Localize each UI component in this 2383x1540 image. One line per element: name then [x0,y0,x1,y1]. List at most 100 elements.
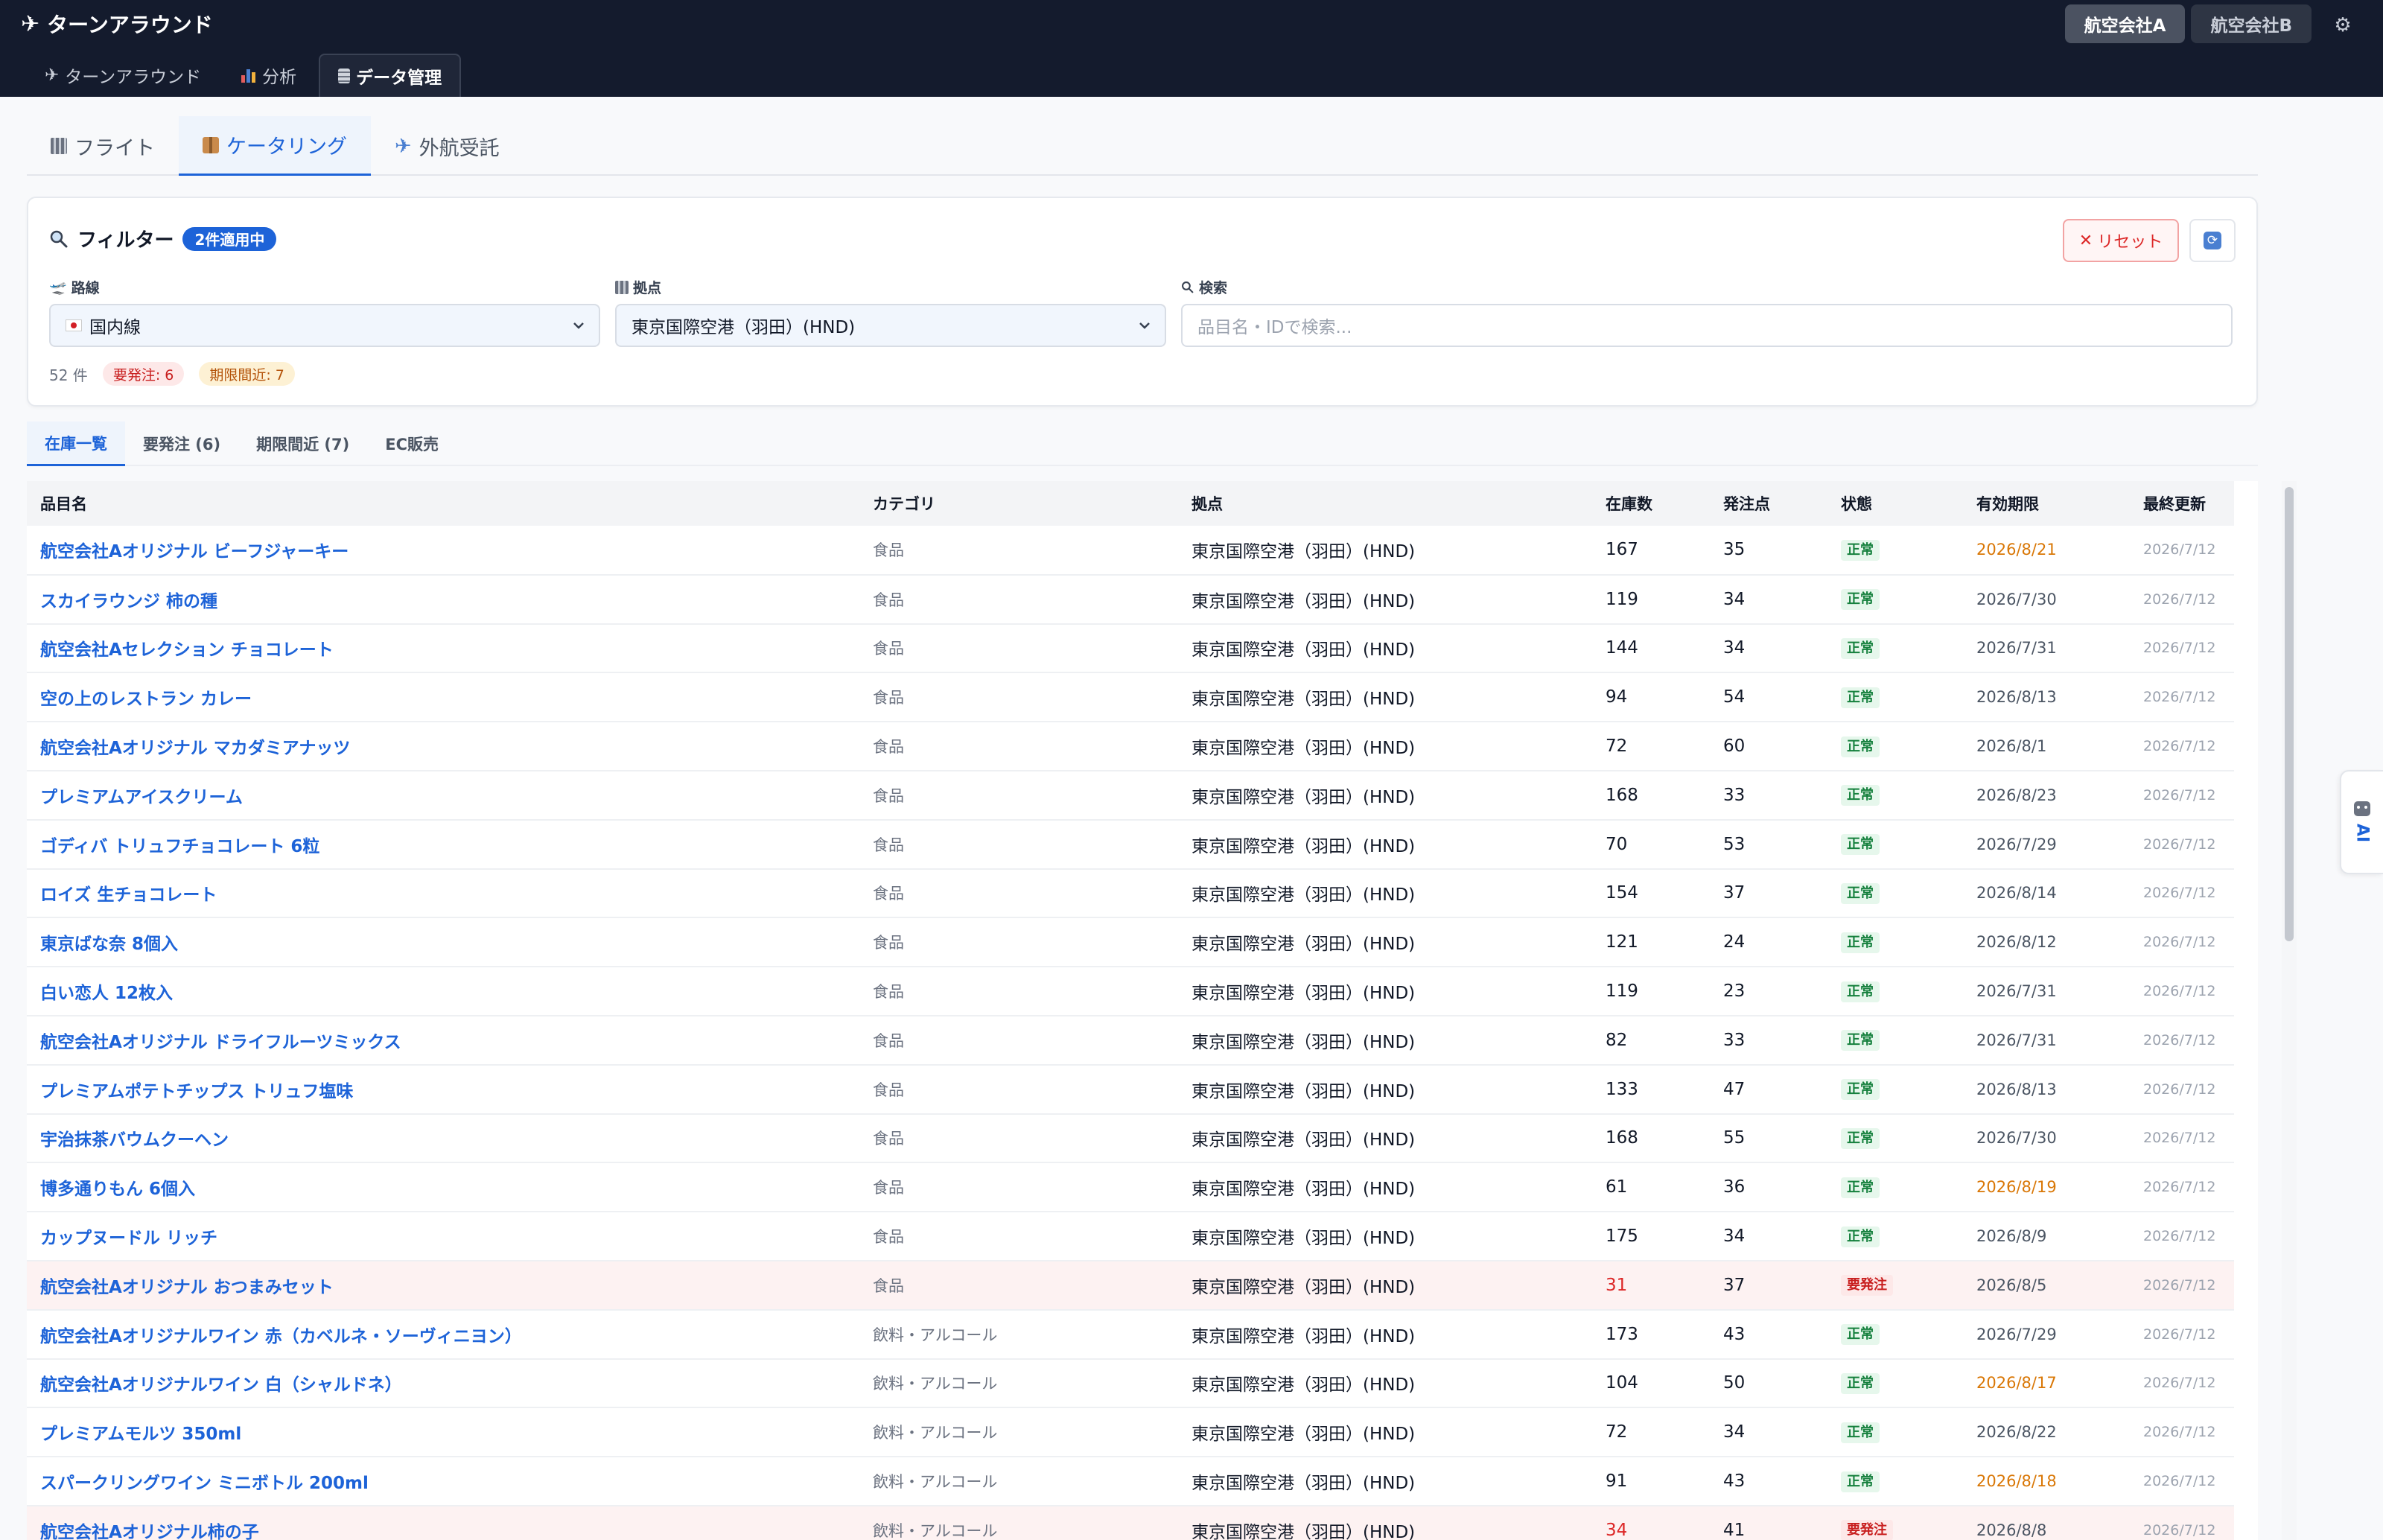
item-name-link[interactable]: 航空会社Aオリジナル おつまみセット [40,1277,334,1297]
status-cell: 正常 [1827,820,1963,869]
column-header-base[interactable]: 拠点 [1192,495,1223,513]
expiry-cell: 2026/8/19 [1976,1178,2057,1197]
stock-cell: 72 [1606,736,1628,757]
table-row[interactable]: ロイズ 生チョコレート 食品 東京国際空港（羽田）(HND) 154 37 正常 2026/… [27,869,2234,918]
ai-assistant-tab[interactable]: AI [2340,770,2383,874]
table-row[interactable]: プレミアムポテトチップス トリュフ塩味 食品 東京国際空港（羽田）(HND) 133 4… [27,1065,2234,1114]
item-name-link[interactable]: 博多通りもん 6個入 [40,1180,196,1200]
table-row[interactable]: 航空会社Aオリジナル柿の子 飲料・アルコール 東京国際空港（羽田）(HND) 34 41… [27,1505,2234,1540]
tab-reorder[interactable]: 要発注 (6) [143,436,221,454]
item-name-link[interactable]: 宇治抹茶バウムクーヘン [40,1130,229,1151]
item-name-link[interactable]: 航空会社Aオリジナル柿の子 [40,1522,259,1540]
column-header-name[interactable]: 品目名 [40,495,87,513]
table-row[interactable]: 航空会社Aオリジナル ビーフジャーキー 食品 東京国際空港（羽田）(HND) 167 3… [27,526,2234,575]
app-title: ✈ ターンアラウンド [21,9,213,39]
table-row[interactable]: 航空会社Aオリジナルワイン 赤（カベルネ・ソーヴィニヨン） 飲料・アルコール 東京国… [27,1310,2234,1359]
table-row[interactable]: 航空会社Aセレクション チョコレート 食品 東京国際空港（羽田）(HND) 144 34… [27,624,2234,673]
item-name-link[interactable]: 航空会社Aオリジナル マカダミアナッツ [40,739,351,759]
table-row[interactable]: スカイラウンジ 柿の種 食品 東京国際空港（羽田）(HND) 119 34 正常 2026/… [27,575,2234,624]
item-name-link[interactable]: 航空会社Aオリジナルワイン 白（シャルドネ） [40,1375,402,1396]
item-name-link[interactable]: 航空会社Aセレクション チョコレート [40,640,334,661]
table-row[interactable]: 航空会社Aオリジナル ドライフルーツミックス 食品 東京国際空港（羽田）(HND) 8… [27,1016,2234,1065]
table-row[interactable]: ゴディバ トリュフチョコレート 6粒 食品 東京国際空港（羽田）(HND) 70 53 正… [27,820,2234,869]
item-name-link[interactable]: 航空会社Aオリジナル ドライフルーツミックス [40,1032,401,1052]
stock-cell: 70 [1606,834,1628,854]
base-select[interactable]: 東京国際空港（羽田）(HND) [615,304,1166,347]
tab-turnaround[interactable]: ✈ ターンアラウンド [27,54,219,97]
updated-cell: 2026/7/12 [2143,934,2216,951]
inventory-table: 品目名 カテゴリ 拠点 在庫数 発注点 状態 有効期限 最終更新 航空会社Aオリ… [27,481,2258,1540]
updated-cell: 2026/7/12 [2143,591,2216,608]
plane-icon: ✈ [45,66,60,85]
base-cell: 東京国際空港（羽田）(HND) [1192,1180,1416,1200]
reset-button[interactable]: ✕ リセット [2063,219,2179,262]
table-row[interactable]: 空の上のレストラン カレー 食品 東京国際空港（羽田）(HND) 94 54 正常 2026… [27,672,2234,722]
tab-analysis[interactable]: 分析 [223,54,314,97]
subtab-flight[interactable]: フライト [27,116,179,176]
table-row[interactable]: 博多通りもん 6個入 食品 東京国際空港（羽田）(HND) 61 36 正常 2026/8/… [27,1162,2234,1212]
route-select[interactable]: 国内線 [49,304,600,347]
airline-a-button[interactable]: 航空会社A [2064,4,2186,43]
base-cell: 東京国際空港（羽田）(HND) [1192,1375,1416,1396]
table-row[interactable]: 航空会社Aオリジナルワイン 白（シャルドネ） 飲料・アルコール 東京国際空港（羽田）… [27,1359,2234,1408]
table-row[interactable]: プレミアムアイスクリーム 食品 東京国際空港（羽田）(HND) 168 33 正常 2026… [27,771,2234,820]
item-name-link[interactable]: カップヌードル リッチ [40,1229,218,1249]
item-name-link[interactable]: ロイズ 生チョコレート [40,885,217,906]
category-cell: 食品 [873,541,904,560]
column-header-category[interactable]: カテゴリ [873,495,935,513]
item-name-link[interactable]: 航空会社Aオリジナルワイン 赤（カベルネ・ソーヴィニヨン） [40,1326,522,1346]
subtab-catering[interactable]: ケータリング [179,116,371,176]
updated-cell: 2026/7/12 [2143,1081,2216,1098]
tab-data-management[interactable]: データ管理 [319,54,462,97]
table-row[interactable]: 白い恋人 12枚入 食品 東京国際空港（羽田）(HND) 119 23 正常 2026/7/… [27,967,2234,1016]
app-title-text: ターンアラウンド [47,13,213,37]
table-row[interactable]: カップヌードル リッチ 食品 東京国際空港（羽田）(HND) 175 34 正常 2026/… [27,1212,2234,1261]
item-name-link[interactable]: 航空会社Aオリジナル ビーフジャーキー [40,542,349,562]
column-header-status[interactable]: 状態 [1841,495,1872,513]
expiry-count-pill[interactable]: 期限間近: 7 [199,362,295,386]
status-cell: 正常 [1827,1457,1963,1506]
refresh-button[interactable]: ⟳ [2189,219,2236,262]
column-header-expiry[interactable]: 有効期限 [1976,495,2039,513]
item-name-link[interactable]: プレミアムモルツ 350ml [40,1425,242,1445]
search-label: 検索 [1181,277,1227,297]
airline-b-button[interactable]: 航空会社B [2191,4,2312,43]
airline-switcher: 航空会社A 航空会社B [2064,4,2312,43]
table-row[interactable]: 航空会社Aオリジナル マカダミアナッツ 食品 東京国際空港（羽田）(HND) 72 60… [27,722,2234,771]
reorder-point-cell: 43 [1723,1471,1746,1492]
item-name-link[interactable]: 空の上のレストラン カレー [40,690,252,710]
column-header-reorder-point[interactable]: 発注点 [1723,495,1770,513]
stock-cell: 82 [1606,1030,1628,1050]
updated-cell: 2026/7/12 [2143,1031,2216,1049]
expiry-cell: 2026/8/23 [1976,786,2057,804]
item-name-link[interactable]: プレミアムアイスクリーム [40,787,243,807]
item-name-link[interactable]: スパークリングワイン ミニボトル 200ml [40,1474,369,1494]
tab-inventory-list[interactable]: 在庫一覧 [27,421,125,466]
table-row[interactable]: 東京ばな奈 8個入 食品 東京国際空港（羽田）(HND) 121 24 正常 2026/8/… [27,917,2234,967]
column-header-updated[interactable]: 最終更新 [2143,495,2206,513]
item-name-link[interactable]: 東京ばな奈 8個入 [40,935,179,955]
table-row[interactable]: 宇治抹茶バウムクーヘン 食品 東京国際空港（羽田）(HND) 168 55 正常 2026/… [27,1114,2234,1163]
category-cell: 食品 [873,1031,904,1050]
item-name-link[interactable]: スカイラウンジ 柿の種 [40,591,218,611]
table-scrollbar[interactable] [2282,481,2297,1540]
item-name-link[interactable]: ゴディバ トリュフチョコレート 6粒 [40,836,320,856]
scrollbar-thumb[interactable] [2285,487,2294,941]
tab-ec-sales[interactable]: EC販売 [385,436,439,454]
expiry-cell: 2026/8/17 [1976,1374,2057,1393]
search-input[interactable]: 品目名・IDで検索... [1181,304,2233,347]
status-badge: 正常 [1841,1422,1880,1443]
reorder-point-cell: 24 [1723,932,1746,952]
category-cell: 食品 [873,640,904,658]
stock-cell: 119 [1606,589,1638,609]
subtab-foreign-airline[interactable]: ✈ 外航受託 [371,116,524,176]
column-header-stock[interactable]: 在庫数 [1606,495,1652,513]
item-name-link[interactable]: 白い恋人 12枚入 [40,984,174,1004]
table-row[interactable]: 航空会社Aオリジナル おつまみセット 食品 東京国際空港（羽田）(HND) 31 37 要… [27,1260,2234,1310]
tab-near-expiry[interactable]: 期限間近 (7) [256,436,350,454]
reorder-count-pill[interactable]: 要発注: 6 [102,362,185,386]
gear-icon[interactable]: ⚙ [2334,14,2352,36]
item-name-link[interactable]: プレミアムポテトチップス トリュフ塩味 [40,1081,354,1101]
table-row[interactable]: スパークリングワイン ミニボトル 200ml 飲料・アルコール 東京国際空港（羽田）… [27,1457,2234,1506]
table-row[interactable]: プレミアムモルツ 350ml 飲料・アルコール 東京国際空港（羽田）(HND) 72 3… [27,1407,2234,1457]
